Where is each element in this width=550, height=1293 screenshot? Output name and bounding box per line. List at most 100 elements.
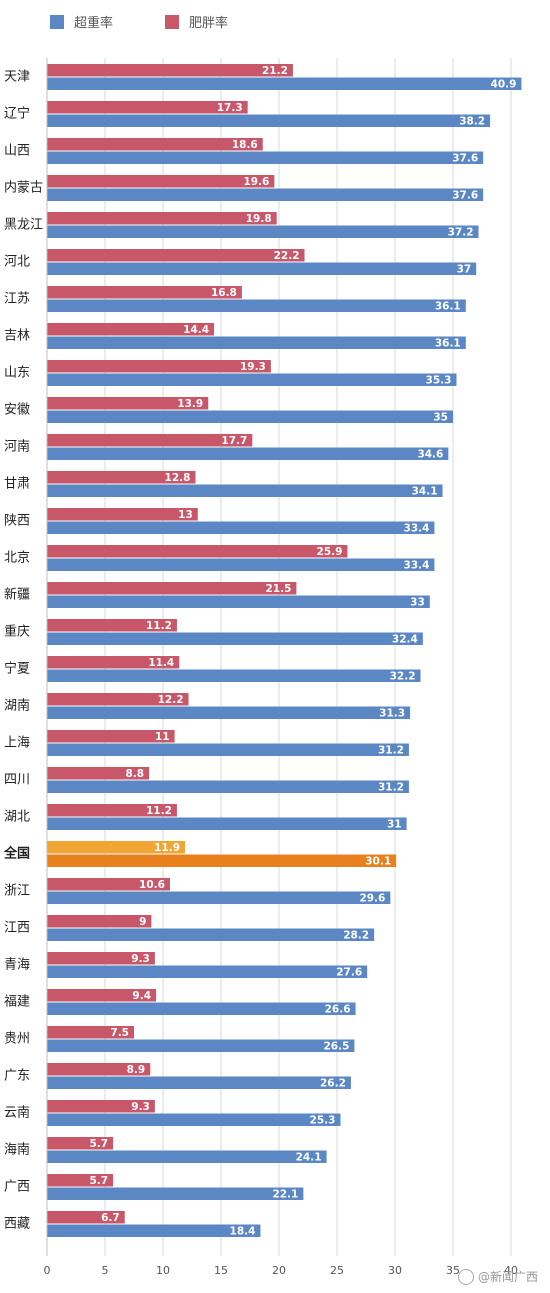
legend: 超重率 肥胖率 bbox=[50, 12, 228, 31]
obesity-bar bbox=[47, 545, 348, 558]
category-label: 浙江 bbox=[4, 884, 30, 899]
x-tick-label-10: 10 bbox=[156, 1264, 170, 1277]
overweight-value-label: 26.5 bbox=[323, 1041, 349, 1053]
overweight-value-label: 34.6 bbox=[417, 449, 443, 461]
obesity-bar bbox=[47, 915, 152, 928]
overweight-value-label: 26.2 bbox=[320, 1078, 346, 1090]
category-label: 福建 bbox=[4, 995, 30, 1010]
overweight-value-label: 32.4 bbox=[392, 634, 418, 646]
overweight-bar bbox=[47, 1002, 356, 1015]
overweight-value-label: 26.6 bbox=[325, 1004, 351, 1016]
overweight-value-label: 33.4 bbox=[404, 523, 430, 535]
overweight-bar bbox=[47, 521, 435, 534]
overweight-bar bbox=[47, 151, 484, 164]
legend-swatch-overweight bbox=[50, 14, 64, 29]
obesity-value-label: 11.4 bbox=[148, 657, 174, 669]
category-label: 广东 bbox=[4, 1069, 30, 1084]
category-label: 江苏 bbox=[4, 291, 30, 307]
obesity-bar bbox=[47, 841, 186, 854]
overweight-value-label: 37 bbox=[457, 264, 472, 276]
obesity-bar bbox=[47, 101, 248, 114]
category-label: 江西 bbox=[4, 921, 30, 936]
overweight-bar bbox=[47, 410, 453, 423]
category-label: 贵州 bbox=[4, 1032, 30, 1047]
obesity-value-label: 17.3 bbox=[217, 102, 243, 114]
overweight-bar bbox=[47, 336, 466, 349]
overweight-bar bbox=[47, 225, 479, 238]
obesity-bar bbox=[47, 1100, 155, 1113]
overweight-value-label: 28.2 bbox=[343, 930, 369, 942]
obesity-value-label: 13.9 bbox=[177, 398, 203, 410]
category-label: 河南 bbox=[4, 439, 30, 455]
obesity-bar bbox=[47, 1137, 114, 1150]
category-label: 吉林 bbox=[4, 329, 30, 344]
category-label: 宁夏 bbox=[4, 661, 30, 677]
overweight-value-label: 29.6 bbox=[359, 893, 385, 905]
category-label: 全国 bbox=[3, 846, 30, 862]
obesity-value-label: 13 bbox=[178, 509, 193, 521]
category-label: 河北 bbox=[4, 255, 30, 270]
obesity-bar bbox=[47, 64, 293, 77]
obesity-value-label: 21.5 bbox=[265, 583, 291, 595]
obesity-value-label: 9.3 bbox=[131, 1101, 150, 1113]
obesity-bar bbox=[47, 693, 189, 706]
category-label: 青海 bbox=[4, 958, 30, 973]
obesity-value-label: 21.2 bbox=[262, 65, 288, 77]
obesity-bar bbox=[47, 138, 263, 151]
obesity-value-label: 12.8 bbox=[165, 472, 191, 484]
overweight-value-label: 37.2 bbox=[448, 227, 474, 239]
x-tick-label-40: 40 bbox=[504, 1264, 518, 1277]
obesity-value-label: 9.4 bbox=[132, 990, 151, 1002]
category-label: 陕西 bbox=[4, 514, 30, 529]
overweight-bar bbox=[47, 299, 466, 312]
category-label: 内蒙古 bbox=[4, 180, 43, 196]
overweight-value-label: 37.6 bbox=[452, 190, 478, 202]
overweight-bar bbox=[47, 965, 368, 978]
obesity-value-label: 16.8 bbox=[211, 287, 237, 299]
legend-item-obesity: 肥胖率 bbox=[165, 12, 228, 31]
overweight-bar bbox=[47, 262, 477, 275]
overweight-bar bbox=[47, 558, 435, 571]
x-tick-label-20: 20 bbox=[272, 1264, 286, 1277]
obesity-value-label: 11.9 bbox=[154, 842, 180, 854]
overweight-bar bbox=[47, 1076, 351, 1089]
obesity-value-label: 9 bbox=[139, 916, 146, 928]
obesity-bar bbox=[47, 989, 157, 1002]
overweight-bar bbox=[47, 1224, 261, 1237]
obesity-bar bbox=[47, 360, 271, 373]
overweight-bar bbox=[47, 854, 397, 867]
obesity-bar bbox=[47, 1211, 125, 1224]
obesity-value-label: 19.8 bbox=[246, 213, 272, 225]
overweight-value-label: 31 bbox=[387, 819, 402, 831]
overweight-value-label: 35.3 bbox=[426, 375, 452, 387]
legend-label-overweight: 超重率 bbox=[74, 16, 114, 31]
overweight-value-label: 22.1 bbox=[272, 1189, 298, 1201]
overweight-value-label: 40.9 bbox=[491, 79, 517, 91]
obesity-value-label: 11.2 bbox=[146, 620, 172, 632]
overweight-value-label: 33.4 bbox=[404, 560, 430, 572]
overweight-value-label: 31.2 bbox=[378, 782, 404, 794]
obesity-bar bbox=[47, 582, 297, 595]
obesity-bar bbox=[47, 323, 215, 336]
obesity-value-label: 7.5 bbox=[110, 1027, 129, 1039]
overweight-bar bbox=[47, 743, 409, 756]
overweight-value-label: 34.1 bbox=[412, 486, 438, 498]
obesity-bar bbox=[47, 397, 209, 410]
category-label: 山西 bbox=[4, 144, 30, 159]
obesity-value-label: 18.6 bbox=[232, 139, 258, 151]
category-label: 西藏 bbox=[4, 1217, 30, 1232]
overweight-bar bbox=[47, 1039, 355, 1052]
overweight-bar bbox=[47, 1187, 304, 1200]
obesity-bar bbox=[47, 730, 175, 743]
overweight-bar bbox=[47, 706, 411, 719]
overweight-bar bbox=[47, 188, 484, 201]
obesity-value-label: 14.4 bbox=[183, 324, 209, 336]
obesity-value-label: 5.7 bbox=[90, 1175, 109, 1187]
overweight-bar bbox=[47, 77, 522, 90]
category-label: 重庆 bbox=[4, 624, 30, 640]
overweight-value-label: 37.6 bbox=[452, 153, 478, 165]
x-tick-label-0: 0 bbox=[44, 1264, 51, 1277]
overweight-value-label: 36.1 bbox=[435, 338, 461, 350]
overweight-bar bbox=[47, 632, 423, 645]
overweight-bar bbox=[47, 1150, 327, 1163]
